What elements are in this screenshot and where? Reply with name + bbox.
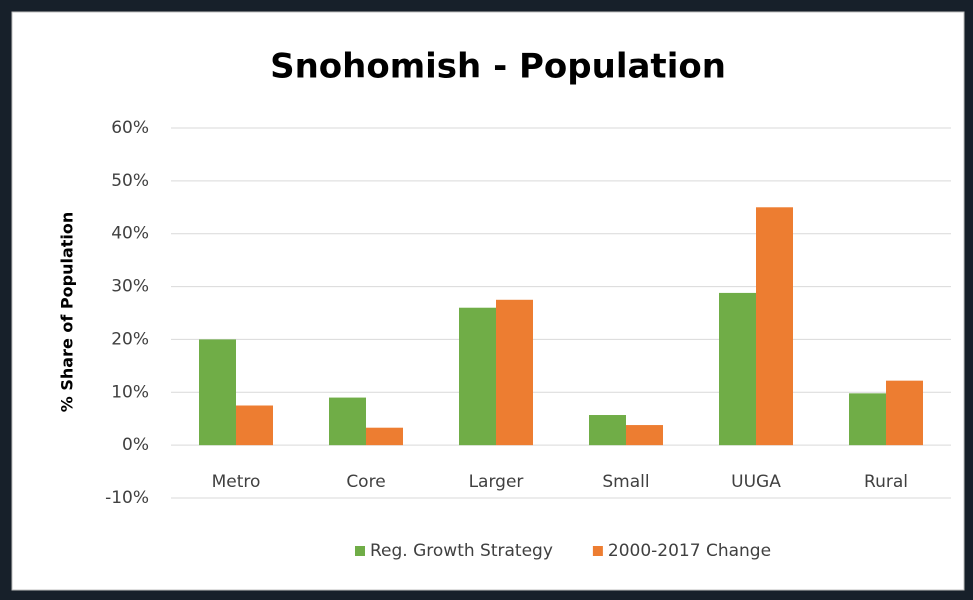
bar: [849, 393, 886, 446]
bar: [589, 415, 626, 446]
bar: [719, 292, 756, 446]
x-tick-label: Small: [602, 472, 649, 492]
legend-swatch: [592, 546, 603, 556]
legend-label: 2000-2017 Change: [608, 541, 771, 561]
x-tick-label: Core: [346, 472, 385, 492]
bar: [199, 339, 236, 446]
bar: [329, 397, 366, 446]
legend-label: Reg. Growth Strategy: [370, 541, 553, 561]
y-tick-label: 50%: [111, 171, 149, 191]
chart-title: Snohomish - Population: [270, 47, 726, 87]
bar: [756, 207, 793, 446]
bar: [459, 307, 496, 446]
bar: [496, 299, 533, 446]
bar: [366, 427, 403, 446]
y-tick-label: -10%: [105, 488, 149, 508]
y-tick-label: 0%: [122, 435, 149, 455]
y-tick-label: 30%: [111, 277, 149, 297]
x-tick-label: Metro: [212, 472, 261, 492]
y-axis-label: % Share of Population: [58, 212, 77, 413]
y-tick-label: 40%: [111, 224, 149, 244]
bar: [626, 425, 663, 446]
y-tick-label: 10%: [111, 382, 149, 402]
bar: [886, 380, 923, 446]
x-tick-label: Larger: [469, 472, 524, 492]
x-tick-label: Rural: [864, 472, 908, 492]
chart-panel: [11, 11, 965, 591]
legend-swatch: [355, 546, 365, 556]
y-tick-label: 60%: [111, 118, 149, 138]
y-tick-label: 20%: [111, 329, 149, 349]
bar: [236, 405, 273, 446]
x-tick-label: UUGA: [731, 472, 781, 492]
